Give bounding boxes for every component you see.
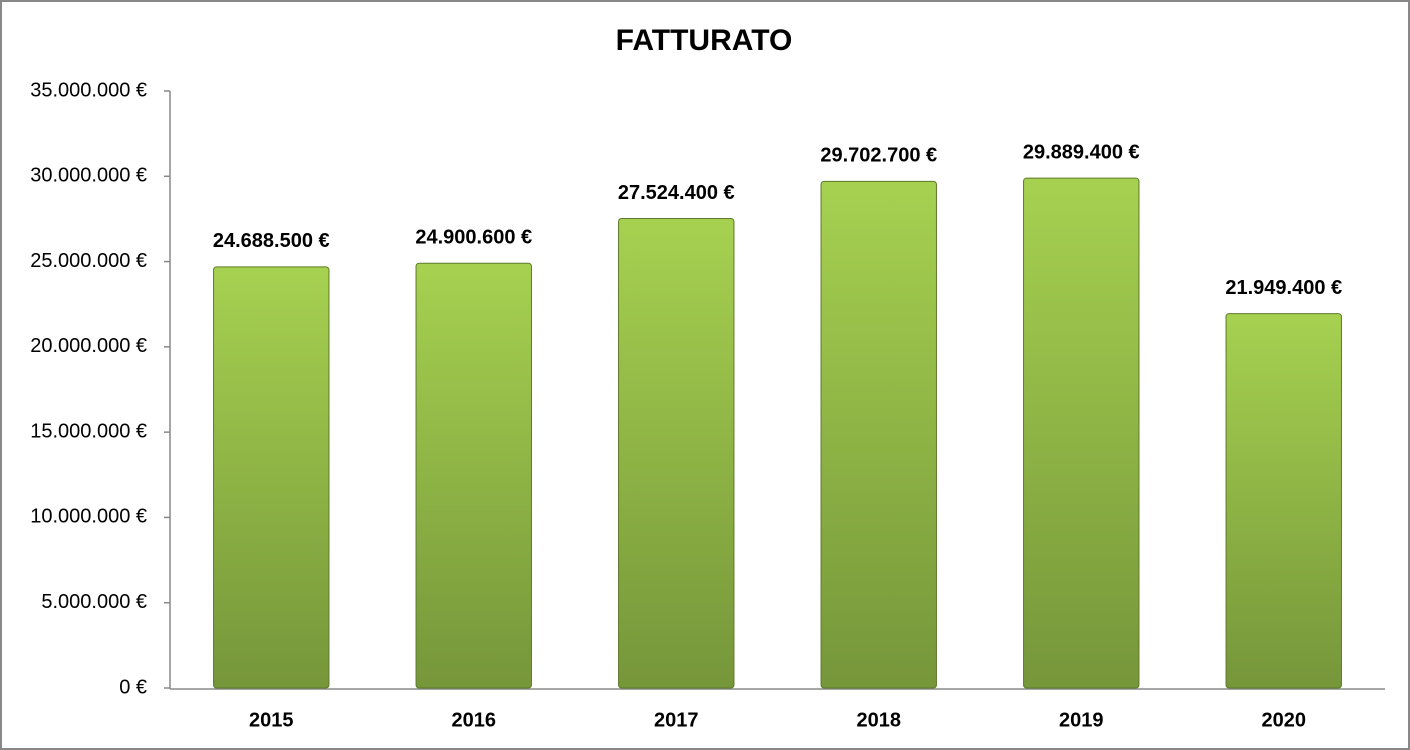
bar [213, 266, 330, 689]
value-label: 29.702.700 € [820, 145, 937, 167]
value-label: 21.949.400 € [1225, 277, 1342, 299]
x-tick-label: 2015 [249, 709, 294, 731]
x-tick-label: 2017 [654, 709, 699, 731]
y-tick-label: 25.000.000 € [30, 250, 147, 272]
value-label: 24.900.600 € [415, 227, 532, 249]
value-label: 29.889.400 € [1023, 141, 1140, 163]
value-label: 27.524.400 € [618, 182, 735, 204]
x-tick-label: 2020 [1262, 709, 1307, 731]
bar [820, 180, 937, 689]
bar [1225, 313, 1342, 689]
bar [1023, 177, 1140, 689]
value-label: 24.688.500 € [213, 230, 330, 252]
chart-title: FATTURATO [616, 24, 793, 57]
bar [415, 262, 532, 689]
y-tick-label: 10.000.000 € [30, 506, 147, 528]
x-tick-label: 2018 [857, 709, 902, 731]
x-tick-label: 2016 [452, 709, 497, 731]
y-tick-label: 35.000.000 € [30, 79, 147, 101]
y-tick-label: 0 € [119, 676, 147, 698]
x-tick-label: 2019 [1059, 709, 1104, 731]
y-tick-label: 15.000.000 € [30, 420, 147, 442]
y-tick-label: 20.000.000 € [30, 335, 147, 357]
y-tick-label: 5.000.000 € [41, 591, 147, 613]
bar [618, 218, 735, 689]
y-tick-label: 30.000.000 € [30, 165, 147, 187]
